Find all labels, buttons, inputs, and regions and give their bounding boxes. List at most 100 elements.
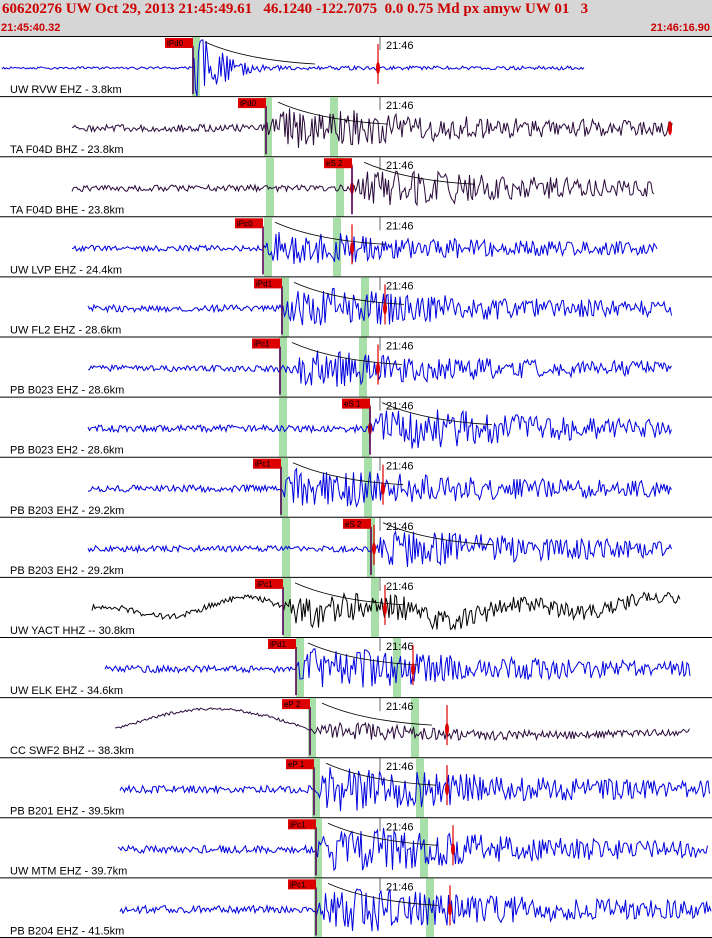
p-phase-window [192, 37, 200, 97]
phase-pick-label: eP 1 [288, 760, 305, 769]
s-phase-window [420, 818, 428, 878]
minute-label: 21:46 [386, 761, 414, 773]
minute-label: 21:46 [386, 581, 414, 593]
trace-row[interactable]: 21:46 eS 2 PB B203 EH2 - 29.2km [0, 516, 712, 577]
trace-row[interactable]: 21:46 iPc0 UW LVP EHZ - 24.4km [0, 216, 712, 277]
station-label: TA F04D BHE - 23.8km [10, 204, 124, 216]
window-start-time: 21:45:40.32 [1, 22, 61, 34]
s-phase-window [371, 577, 379, 637]
coda-duration-curve [291, 342, 403, 365]
p-phase-window [312, 758, 320, 818]
amplitude-marker-dot [448, 903, 452, 916]
p-phase-window [283, 577, 291, 637]
amplitude-marker-dot [451, 843, 455, 856]
station-label: UW RVW EHZ - 3.8km [10, 84, 122, 96]
event-header: 60620276 UW Oct 29, 2013 21:45:49.61 46.… [0, 0, 712, 36]
phase-pick-box[interactable] [268, 639, 296, 649]
minute-label: 21:46 [386, 100, 414, 112]
s-phase-window [426, 878, 434, 938]
phase-pick-box[interactable] [282, 699, 310, 710]
coda-duration-curve [294, 582, 406, 606]
coda-duration-curve [293, 282, 405, 305]
trace-row[interactable]: 21:46 eS 1 PB B023 EH2 - 28.6km [0, 396, 712, 457]
phase-pick-box[interactable] [254, 278, 282, 289]
phase-pick-box[interactable] [252, 338, 280, 349]
s-phase-window [333, 217, 341, 277]
phase-pick-box[interactable] [288, 819, 316, 830]
station-label: UW FL2 EHZ - 28.6km [10, 325, 121, 337]
minute-label: 21:46 [386, 280, 414, 292]
waveform [1, 39, 585, 97]
station-label: PB B201 EHZ - 39.5km [10, 805, 124, 817]
waveform [91, 591, 681, 631]
phase-pick-label: iPc1 [257, 580, 273, 589]
minute-label: 21:46 [386, 701, 414, 713]
station-label: PB B203 EH2 - 29.2km [10, 565, 124, 577]
station-label: UW LVP EHZ - 24.4km [10, 264, 122, 276]
phase-pick-box[interactable] [165, 38, 193, 48]
trace-row[interactable]: 21:46 iPc1 UW YACT HHZ -- 30.8km [0, 576, 712, 637]
waveform [71, 170, 655, 207]
phase-pick-box[interactable] [343, 518, 371, 529]
phase-pick-box[interactable] [253, 458, 281, 469]
waveform [87, 409, 672, 449]
s-phase-window [359, 337, 367, 397]
trace-row[interactable]: 21:46 eP 2 CC SWF2 BHZ -- 38.3km [0, 697, 712, 758]
coda-duration-curve [204, 41, 316, 65]
trace-row[interactable]: 21:46 iPc1 PB B023 EHZ - 28.6km [0, 336, 712, 397]
phase-pick-box[interactable] [288, 879, 316, 890]
trace-row[interactable]: 21:46 eP 1 PB B201 EHZ - 39.5km [0, 757, 712, 818]
amplitude-marker-dot [383, 602, 387, 615]
amplitude-marker-dot [350, 242, 354, 255]
phase-pick-label: iPc1 [290, 820, 306, 829]
waveform [119, 888, 712, 932]
trace-row[interactable]: 21:46 iPc1 PB B203 EHZ - 29.2km [0, 456, 712, 517]
trace-row[interactable]: 21:46 iPd1 UW FL2 EHZ - 28.6km [0, 276, 712, 337]
minute-label: 21:46 [386, 40, 414, 52]
phase-pick-box[interactable] [235, 218, 263, 229]
phase-pick-box[interactable] [342, 398, 370, 409]
p-phase-window [308, 698, 316, 758]
amplitude-marker-dot [376, 362, 380, 375]
trace-row[interactable]: 21:46 iPd0 TA F04D BHZ - 23.8km [0, 96, 712, 157]
p-phase-window [296, 638, 304, 698]
phase-pick-label: iPc1 [255, 460, 271, 469]
waveform [114, 707, 690, 742]
trace-row[interactable]: 21:46 iPc1 UW MTM EHZ - 39.7km [0, 817, 712, 878]
station-label: UW MTM EHZ - 39.7km [10, 865, 127, 877]
phase-pick-box[interactable] [324, 158, 352, 169]
s-phase-window [362, 397, 370, 457]
station-label: PB B203 EHZ - 29.2km [10, 505, 124, 517]
phase-pick-label: eS 2 [345, 520, 362, 529]
coda-duration-curve [321, 702, 433, 726]
phase-pick-label: iPc0 [237, 219, 253, 228]
coda-end-marker[interactable] [668, 121, 672, 136]
station-label: PB B023 EH2 - 28.6km [10, 445, 124, 457]
phase-pick-label: iPd0 [240, 99, 257, 108]
trace-row[interactable]: 21:46 eS 2 TA F04D BHE - 23.8km [0, 156, 712, 217]
p-phase-window [280, 457, 288, 517]
amplitude-marker-dot [376, 62, 380, 74]
trace-row[interactable]: 21:46 iPd0 UW RVW EHZ - 3.8km [0, 36, 712, 97]
phase-pick-label: iPd0 [167, 39, 184, 48]
minute-label: 21:46 [386, 521, 414, 533]
coda-duration-curve [307, 642, 419, 666]
station-label: PB B204 EHZ - 41.5km [10, 926, 124, 938]
trace-panel[interactable]: 21:46 iPd0 UW RVW EHZ - 3.8km 21:46 iPd0 TA F… [0, 36, 712, 938]
coda-duration-curve [274, 221, 386, 245]
waveform [87, 529, 672, 568]
trace-row[interactable]: 21:46 iPd1 UW ELK EHZ - 34.6km [0, 637, 712, 698]
waveform [88, 467, 672, 508]
trace-row[interactable]: 21:46 iPc1 PB B204 EHZ - 41.5km [0, 877, 712, 938]
minute-label: 21:46 [386, 341, 414, 353]
phase-pick-box[interactable] [238, 98, 266, 109]
amplitude-marker-dot [372, 542, 376, 555]
window-end-time: 21:46:16.90 [650, 22, 710, 34]
phase-pick-label: iPd1 [270, 640, 287, 649]
s-phase-window [330, 97, 338, 157]
phase-pick-box[interactable] [255, 578, 283, 589]
coda-duration-curve [325, 762, 437, 786]
coda-duration-curve [327, 822, 439, 846]
phase-pick-box[interactable] [286, 759, 314, 770]
